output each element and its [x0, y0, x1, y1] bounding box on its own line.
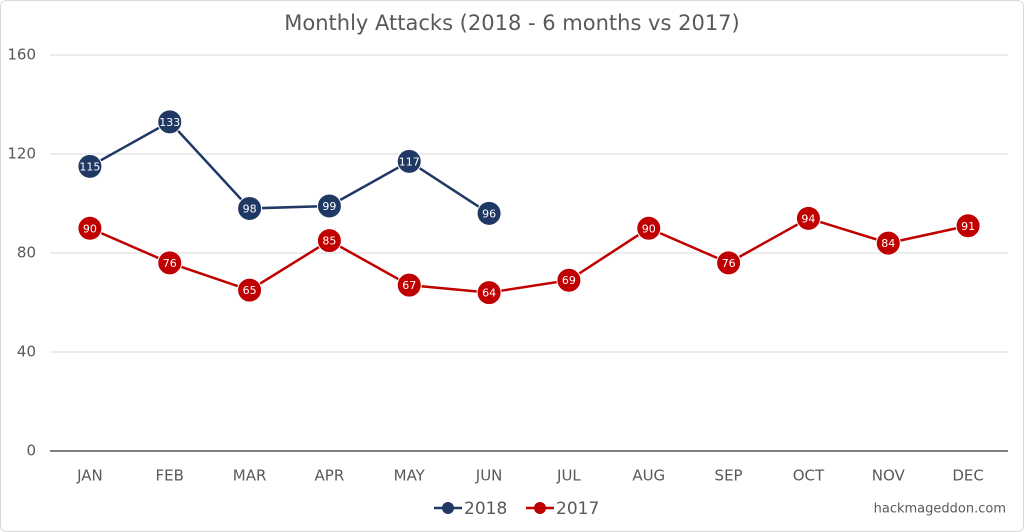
marker — [237, 277, 263, 303]
data-label: 76 — [722, 257, 736, 270]
legend-marker — [442, 502, 454, 514]
series-line — [89, 120, 490, 215]
data-label: 99 — [322, 200, 336, 213]
data-label: 115 — [79, 160, 100, 173]
marker — [237, 195, 263, 221]
chart-title: Monthly Attacks (2018 - 6 months vs 2017… — [284, 11, 739, 35]
data-label: 90 — [642, 222, 656, 235]
x-tick-label: JAN — [76, 467, 103, 485]
marker — [716, 250, 742, 276]
marker — [476, 280, 502, 306]
x-tick-label: JUL — [556, 467, 581, 485]
marker — [476, 200, 502, 226]
marker — [157, 109, 183, 135]
x-tick-label: MAY — [394, 467, 426, 485]
y-tick-label: 0 — [26, 442, 36, 460]
data-label: 85 — [322, 235, 336, 248]
x-tick-label: MAR — [233, 467, 267, 485]
marker — [396, 148, 422, 174]
data-label: 94 — [801, 212, 815, 225]
data-label: 91 — [961, 220, 975, 233]
marker — [316, 228, 342, 254]
marker — [77, 153, 103, 179]
marker — [157, 250, 183, 276]
series-line — [89, 216, 969, 294]
data-label: 84 — [881, 237, 895, 250]
y-tick-label: 120 — [7, 145, 36, 163]
marker — [875, 230, 901, 256]
x-tick-label: NOV — [872, 467, 906, 485]
data-label: 133 — [159, 116, 180, 129]
data-label: 65 — [243, 284, 257, 297]
legend-label: 2018 — [464, 499, 507, 519]
y-tick-label: 40 — [17, 343, 36, 361]
data-label: 117 — [399, 155, 420, 168]
marker — [955, 213, 981, 239]
data-label: 98 — [243, 202, 257, 215]
x-tick-label: APR — [315, 467, 345, 485]
data-label: 90 — [83, 222, 97, 235]
data-label: 96 — [482, 207, 496, 220]
data-label: 69 — [562, 274, 576, 287]
data-label: 64 — [482, 287, 496, 300]
x-tick-label: JUN — [475, 467, 503, 485]
marker — [316, 193, 342, 219]
y-tick-label: 160 — [7, 46, 36, 64]
x-tick-label: DEC — [952, 467, 984, 485]
marker — [77, 215, 103, 241]
legend-marker — [534, 502, 546, 514]
marker — [556, 267, 582, 293]
x-tick-label: FEB — [156, 467, 184, 485]
marker — [396, 272, 422, 298]
source: hackmageddon.com — [874, 502, 1006, 517]
legend-label: 2017 — [556, 499, 599, 519]
y-tick-label: 80 — [17, 244, 36, 262]
data-label: 76 — [163, 257, 177, 270]
marker — [636, 215, 662, 241]
data-label: 67 — [402, 279, 416, 292]
marker — [795, 205, 821, 231]
x-tick-label: AUG — [632, 467, 665, 485]
x-tick-label: OCT — [793, 467, 825, 485]
x-tick-label: SEP — [715, 467, 743, 485]
